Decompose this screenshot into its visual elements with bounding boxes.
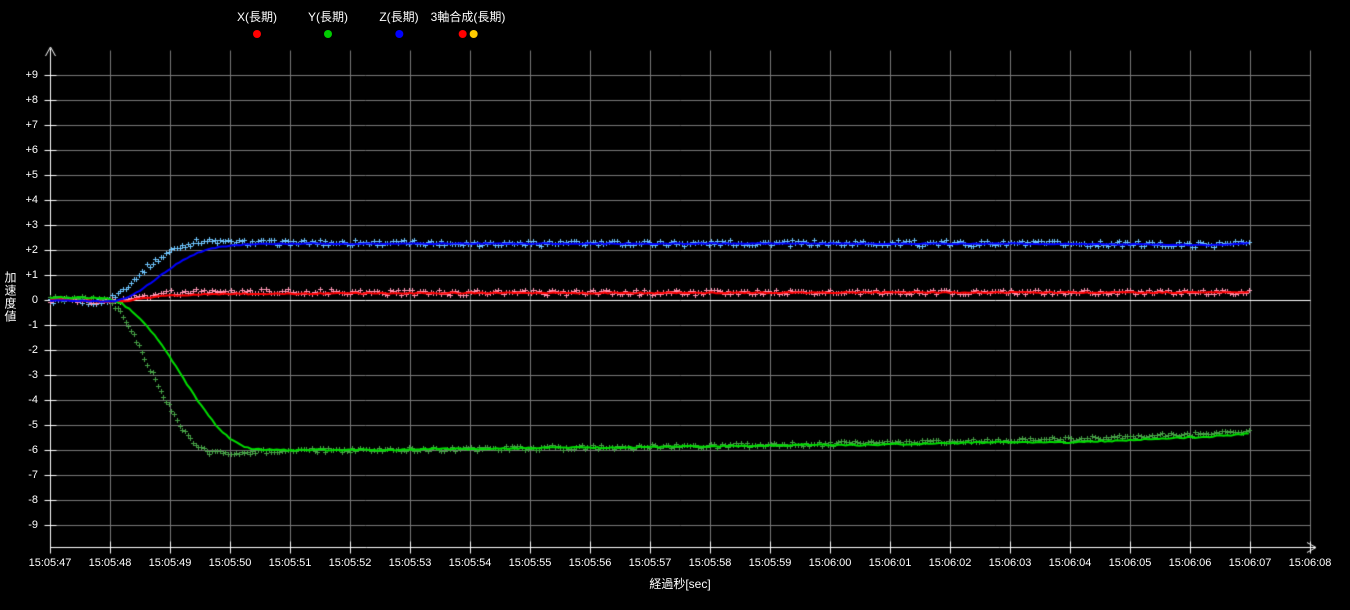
y-tick-label: -9 [28, 519, 38, 531]
x-tick-label: 15:05:55 [508, 557, 552, 569]
legend-entry-3: Z(長期) [379, 8, 419, 38]
x-tick-label: 15:06:04 [1048, 557, 1092, 569]
y-tick-label: -3 [28, 369, 38, 381]
y-tick-label: -6 [28, 444, 38, 456]
x-tick-label: 15:06:07 [1228, 557, 1272, 569]
legend-marker-dot [469, 30, 478, 38]
x-tick-label: 15:05:47 [28, 557, 72, 569]
y-tick-label: +7 [25, 119, 38, 131]
x-tick-label: 15:05:48 [88, 557, 132, 569]
x-tick-label: 15:06:06 [1168, 557, 1212, 569]
legend-markers [458, 30, 478, 38]
legend-label: Z(長期) [379, 10, 419, 24]
legend-marker-dot [458, 30, 467, 38]
legend-markers [394, 30, 403, 38]
x-tick-label: 15:05:51 [268, 557, 312, 569]
x-tick-label: 15:05:59 [748, 557, 792, 569]
x-tick-label: 15:05:57 [628, 557, 672, 569]
y-axis-title: 加速度値 [3, 271, 17, 323]
x-tick-label: 15:06:02 [928, 557, 972, 569]
legend-entry-1: X(長期) [237, 8, 277, 38]
legend-marker-dot [253, 30, 261, 38]
y-tick-label: -4 [28, 394, 38, 406]
y-tick-label: +9 [25, 69, 38, 81]
y-tick-label: 0 [31, 294, 38, 306]
x-tick-label: 15:06:05 [1108, 557, 1152, 569]
y-tick-label: -5 [28, 419, 38, 431]
y-tick-label: +3 [25, 219, 38, 231]
x-axis-title: 経過秒[sec] [649, 577, 711, 591]
x-tick-label: 15:05:53 [388, 557, 432, 569]
y-tick-label: +4 [25, 194, 38, 206]
x-tick-label: 15:05:50 [208, 557, 252, 569]
x-tick-label: 15:05:54 [448, 557, 492, 569]
x-tick-label: 15:05:58 [688, 557, 732, 569]
y-tick-label: -8 [28, 494, 38, 506]
x-tick-label: 15:05:49 [148, 557, 192, 569]
legend-label: Y(長期) [308, 10, 348, 24]
y-tick-label: +5 [25, 169, 38, 181]
x-tick-label: 15:06:08 [1288, 557, 1332, 569]
legend-label: X(長期) [237, 10, 277, 24]
legend-marker-dot [324, 30, 332, 38]
y-tick-label: +8 [25, 94, 38, 106]
legend-entry-2: Y(長期) [308, 8, 348, 38]
legend-marker-dot [394, 30, 403, 38]
x-tick-label: 15:05:56 [568, 557, 612, 569]
x-tick-label: 15:06:00 [808, 557, 852, 569]
y-tick-label: +2 [25, 244, 38, 256]
y-tick-label: +1 [25, 269, 38, 281]
y-tick-label: -7 [28, 469, 38, 481]
legend-label: 3軸合成(長期) [430, 10, 506, 24]
legend-markers [324, 30, 332, 38]
legend-markers [253, 30, 261, 38]
legend-entry-4: 3軸合成(長期) [430, 8, 506, 38]
y-tick-label: -1 [28, 319, 38, 331]
y-tick-label: -2 [28, 344, 38, 356]
x-tick-label: 15:06:01 [868, 557, 912, 569]
x-tick-label: 15:05:52 [328, 557, 372, 569]
y-tick-label: +6 [25, 144, 38, 156]
x-tick-label: 15:06:03 [988, 557, 1032, 569]
